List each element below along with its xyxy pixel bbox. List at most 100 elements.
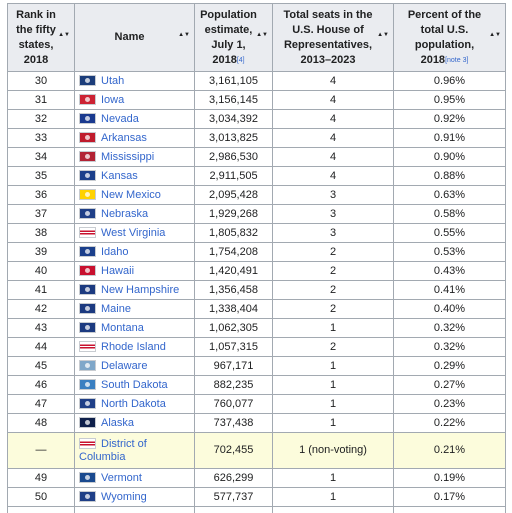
state-name-link[interactable]: Maine	[101, 302, 131, 315]
state-flag-icon	[79, 131, 96, 143]
table-row: 40 Hawaii 1,420,491 2 0.43%	[7, 261, 506, 281]
percent-cell: 0.90%	[393, 147, 506, 167]
states-population-table: Rank in the fifty states, 2018 ▲▼ Name ▲…	[7, 3, 506, 513]
seats-cell: 3	[272, 204, 394, 224]
state-flag-icon	[79, 437, 96, 449]
table-row: 32 Nevada 3,034,392 4 0.92%	[7, 109, 506, 129]
state-name-link[interactable]: Kansas	[101, 169, 138, 182]
population-cell: 760,077	[194, 394, 273, 414]
state-name-link[interactable]: Wyoming	[101, 490, 147, 503]
seats-column-header[interactable]: Total seats in the U.S. House of Represe…	[272, 3, 394, 72]
rank-cell: 36	[7, 185, 75, 205]
population-cell: 3,013,825	[194, 128, 273, 148]
state-name-link[interactable]: West Virginia	[101, 226, 166, 239]
sort-icon[interactable]: ▲▼	[58, 31, 70, 38]
table-row: 38 West Virginia 1,805,832 3 0.55%	[7, 223, 506, 243]
table-row: 41 New Hampshire 1,356,458 2 0.41%	[7, 280, 506, 300]
name-cell: Delaware	[74, 356, 195, 376]
state-name-link[interactable]: Iowa	[101, 93, 125, 106]
population-column-header[interactable]: Population estimate, July 1, 2018[4] ▲▼	[194, 3, 273, 72]
population-cell: 1,420,491	[194, 261, 273, 281]
state-name-link[interactable]: Alaska	[101, 416, 135, 429]
state-name-link[interactable]: Hawaii	[101, 264, 135, 277]
name-header-label: Name	[114, 31, 145, 43]
percent-cell: 0.96%	[393, 71, 506, 91]
state-name-link[interactable]: Nevada	[101, 112, 139, 125]
name-cell: Idaho	[74, 242, 195, 262]
rank-cell: 40	[7, 261, 75, 281]
seats-cell: 1	[272, 413, 394, 433]
state-name-link[interactable]: North Dakota	[101, 397, 166, 410]
state-flag-icon	[79, 112, 96, 124]
seats-cell: 4	[272, 109, 394, 129]
percent-cell: 0.58%	[393, 204, 506, 224]
population-cell: 1,929,268	[194, 204, 273, 224]
sort-icon[interactable]: ▲▼	[256, 31, 268, 38]
seats-cell: 2	[272, 261, 394, 281]
population-cell: 1,754,208	[194, 242, 273, 262]
states-table-container: Rank in the fifty states, 2018 ▲▼ Name ▲…	[7, 3, 506, 513]
state-name-link[interactable]: Rhode Island	[101, 340, 166, 353]
state-flag-icon	[79, 93, 96, 105]
name-cell: New Mexico	[74, 185, 195, 205]
seats-cell: 1	[272, 356, 394, 376]
table-row: 49 Vermont 626,299 1 0.19%	[7, 468, 506, 488]
table-row: — District of Columbia 702,455 1 (non-votin…	[7, 432, 506, 469]
seats-cell: 2	[272, 242, 394, 262]
rank-cell: 50	[7, 487, 75, 507]
name-cell: Mississippi	[74, 147, 195, 167]
state-name-link[interactable]: New Mexico	[101, 188, 161, 201]
population-cell: 967,171	[194, 356, 273, 376]
state-name-link[interactable]: Arkansas	[101, 131, 147, 144]
table-row: 34 Mississippi 2,986,530 4 0.90%	[7, 147, 506, 167]
seats-cell: 2	[272, 280, 394, 300]
state-name-link[interactable]: District of Columbia	[79, 437, 147, 463]
name-column-header[interactable]: Name ▲▼	[74, 3, 195, 72]
state-name-link[interactable]: South Dakota	[101, 378, 168, 391]
state-flag-icon	[79, 207, 96, 219]
population-cell: 1,805,832	[194, 223, 273, 243]
table-row: 43 Montana 1,062,305 1 0.32%	[7, 318, 506, 338]
rank-column-header[interactable]: Rank in the fifty states, 2018 ▲▼	[7, 3, 75, 72]
sort-icon[interactable]: ▲▼	[178, 31, 190, 38]
name-cell: Rhode Island	[74, 337, 195, 357]
seats-cell: 3	[272, 185, 394, 205]
seats-cell: 1	[272, 375, 394, 395]
percent-cell: 0.32%	[393, 337, 506, 357]
state-name-link[interactable]: New Hampshire	[101, 283, 180, 296]
percent-cell: 0.27%	[393, 375, 506, 395]
table-row: 35 Kansas 2,911,505 4 0.88%	[7, 166, 506, 186]
name-cell: South Dakota	[74, 375, 195, 395]
state-name-link[interactable]: Nebraska	[101, 207, 149, 220]
rank-cell: 34	[7, 147, 75, 167]
rank-cell: —	[7, 432, 75, 469]
percent-footnote-link[interactable]: [note 3]	[445, 56, 469, 64]
table-row: 37 Nebraska 1,929,268 3 0.58%	[7, 204, 506, 224]
name-cell: District of Columbia	[74, 432, 195, 469]
population-header-label: Population estimate, July 1, 2018	[200, 8, 257, 66]
population-footnote-link[interactable]: [4]	[236, 56, 245, 64]
name-cell: Iowa	[74, 90, 195, 110]
sort-icon[interactable]: ▲▼	[489, 31, 501, 38]
percent-cell: 0.22%	[393, 413, 506, 433]
state-flag-icon	[79, 245, 96, 257]
state-name-link[interactable]: Vermont	[101, 471, 142, 484]
state-name-link[interactable]: Delaware	[101, 359, 148, 372]
seats-cell: 4	[272, 147, 394, 167]
state-name-link[interactable]: Montana	[101, 321, 144, 334]
table-row: 36 New Mexico 2,095,428 3 0.63%	[7, 185, 506, 205]
state-name-link[interactable]: Utah	[101, 74, 125, 87]
state-name-link[interactable]: Idaho	[101, 245, 129, 258]
table-row: 31 Iowa 3,156,145 4 0.95%	[7, 90, 506, 110]
state-name-link[interactable]: Mississippi	[101, 150, 155, 163]
seats-header-label: Total seats in the U.S. House of Represe…	[283, 8, 373, 66]
percent-column-header[interactable]: Percent of the total U.S. population, 20…	[393, 3, 506, 72]
table-row: 50 Wyoming 577,737 1 0.17%	[7, 487, 506, 507]
table-row: 30 Utah 3,161,105 4 0.96%	[7, 71, 506, 91]
rank-cell: 45	[7, 356, 75, 376]
population-cell: 737,438	[194, 413, 273, 433]
rank-cell: 42	[7, 299, 75, 319]
seats-cell: 2	[272, 337, 394, 357]
population-cell: 1,062,305	[194, 318, 273, 338]
sort-icon[interactable]: ▲▼	[377, 31, 389, 38]
